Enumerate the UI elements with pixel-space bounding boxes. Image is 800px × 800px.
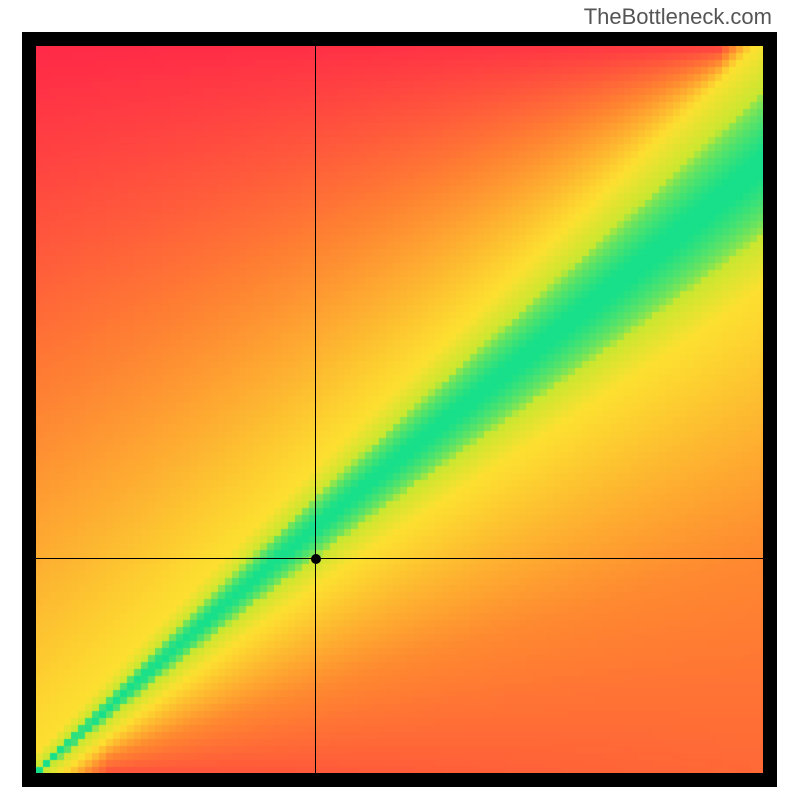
crosshair-horizontal (36, 558, 763, 559)
marker-dot (311, 554, 321, 564)
chart-container: TheBottleneck.com (0, 0, 800, 800)
crosshair-vertical (315, 46, 316, 773)
heatmap-canvas (36, 46, 763, 773)
plot-area (36, 46, 763, 773)
plot-frame (22, 32, 777, 787)
watermark-text: TheBottleneck.com (584, 4, 772, 30)
